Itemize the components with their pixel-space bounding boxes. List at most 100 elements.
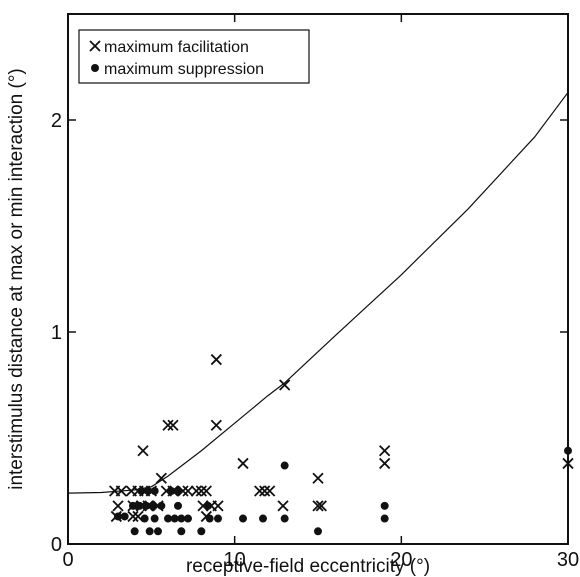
x-marker-stroke (210, 353, 222, 366)
x-marker-stroke (379, 457, 391, 470)
suppression-point (205, 514, 214, 523)
x-marker-stroke (132, 510, 144, 523)
facilitation-point (137, 445, 149, 457)
facilitation-point (562, 457, 574, 470)
suppression-point (164, 514, 172, 523)
suppression-point (204, 501, 212, 510)
suppression-point (150, 514, 159, 523)
suppression-point (380, 501, 389, 510)
suppression-point (154, 527, 162, 536)
suppression-point (145, 527, 154, 536)
facilitation-point (210, 353, 222, 366)
x-marker-stroke (212, 500, 224, 512)
y-tick-label: 1 (51, 322, 62, 344)
suppression-point (157, 501, 166, 510)
facilitation-point (200, 485, 212, 497)
x-tick-label: 10 (224, 549, 246, 571)
facilitation-point (312, 472, 324, 484)
fit-curve (67, 92, 569, 494)
x-marker-stroke (315, 500, 327, 512)
x-axis-title: receptive-field eccentricity (°) (186, 556, 430, 577)
facilitation-point (315, 500, 327, 512)
x-axis: 0 10 20 30 (62, 14, 579, 571)
x-marker-stroke (279, 379, 291, 391)
suppression-point (214, 514, 222, 523)
facilitation-point (279, 379, 291, 391)
suppression-point (564, 446, 572, 455)
x-marker-stroke (254, 485, 266, 497)
x-marker-stroke (379, 445, 391, 457)
facilitation-point (212, 500, 224, 512)
suppression-point (280, 461, 289, 470)
x-marker-stroke (190, 485, 202, 497)
suppression-point (142, 501, 151, 510)
x-marker-stroke (277, 500, 289, 512)
x-marker-stroke (210, 419, 222, 431)
suppression-point (380, 514, 389, 523)
x-marker-stroke (200, 485, 212, 497)
x-marker-stroke (562, 457, 574, 470)
suppression-point (280, 514, 289, 523)
suppression-point (140, 514, 149, 523)
suppression-point (129, 501, 137, 510)
facilitation-point (182, 485, 194, 497)
y-axis: 0 1 2 (51, 110, 568, 556)
facilitation-point (112, 500, 124, 512)
x-marker-stroke (264, 485, 276, 497)
x-marker-stroke (167, 419, 179, 431)
suppression-point (239, 514, 247, 523)
suppression-point (174, 501, 182, 510)
x-tick-label: 30 (557, 549, 579, 571)
suppression-point (135, 501, 144, 510)
suppression-point (177, 527, 186, 536)
x-marker-stroke (127, 510, 139, 523)
data-points (109, 353, 574, 536)
suppression-point (177, 514, 186, 523)
legend-label-suppression: maximum suppression (104, 61, 264, 78)
suppression-point (314, 527, 322, 536)
facilitation-point (155, 472, 167, 484)
legend-box (78, 29, 310, 84)
legend: maximum facilitation maximum suppression (78, 29, 310, 84)
facilitation-point (254, 485, 266, 497)
facilitation-point (162, 419, 174, 431)
suppression-point (130, 527, 139, 536)
facilitation-point (237, 457, 249, 470)
suppression-point (144, 487, 152, 495)
x-marker-stroke (137, 445, 149, 457)
suppression-point (197, 527, 206, 536)
suppression-point (184, 514, 192, 523)
y-axis-title: interstimulus distance at max or min int… (6, 68, 27, 490)
facilitation-point (259, 485, 271, 497)
x-tick-label: 20 (390, 549, 412, 571)
y-tick-label: 2 (51, 110, 62, 132)
suppression-point (150, 487, 159, 495)
plot-frame (67, 13, 569, 545)
x-tick-label: 0 (62, 549, 73, 571)
x-marker-stroke (312, 500, 324, 512)
suppression-point (174, 487, 182, 495)
suppression-point (167, 487, 176, 495)
facilitation-point (210, 419, 222, 431)
x-marker-stroke (155, 472, 167, 484)
facilitation-point (195, 485, 207, 497)
x-marker-stroke (112, 500, 124, 512)
x-marker-stroke (162, 419, 174, 431)
suppression-point (149, 501, 157, 510)
legend-marker-suppression (91, 64, 99, 72)
facilitation-point (277, 500, 289, 512)
facilitation-point (167, 419, 179, 431)
suppression-point (120, 512, 129, 521)
facilitation-point (115, 485, 127, 497)
facilitation-point (379, 457, 391, 470)
y-tick-label: 0 (51, 534, 62, 556)
x-marker-stroke (237, 457, 249, 470)
facilitation-point (264, 485, 276, 497)
facilitation-point (190, 485, 202, 497)
x-marker-stroke (182, 485, 194, 497)
suppression-point (259, 514, 267, 523)
x-marker-stroke (195, 485, 207, 497)
legend-marker-facilitation (89, 40, 101, 52)
facilitation-point (127, 510, 139, 523)
